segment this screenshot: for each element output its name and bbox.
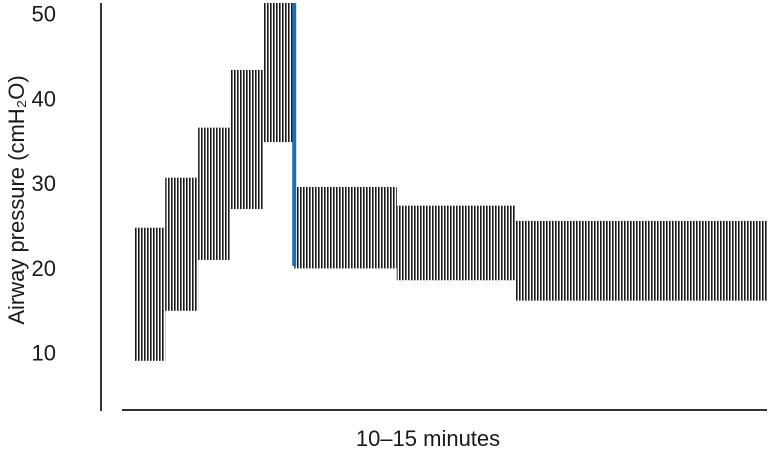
y-tick-label: 20	[32, 256, 56, 281]
y-tick-label: 10	[32, 341, 56, 366]
y-tick-label: 40	[32, 86, 56, 111]
pressure-block	[396, 205, 516, 281]
pressure-block	[294, 186, 397, 269]
y-tick-label: 30	[32, 171, 56, 196]
y-tick-label: 50	[32, 2, 56, 27]
pressure-block	[134, 227, 166, 361]
x-axis-title: 10–15 minutes	[356, 426, 500, 451]
pressure-block	[165, 177, 199, 311]
pressure-block	[515, 220, 767, 301]
pressure-block	[229, 69, 264, 210]
y-axis-title: Airway pressure (cmH₂O)	[4, 75, 29, 324]
pressure-block	[198, 127, 230, 260]
pressure-block	[263, 3, 295, 143]
